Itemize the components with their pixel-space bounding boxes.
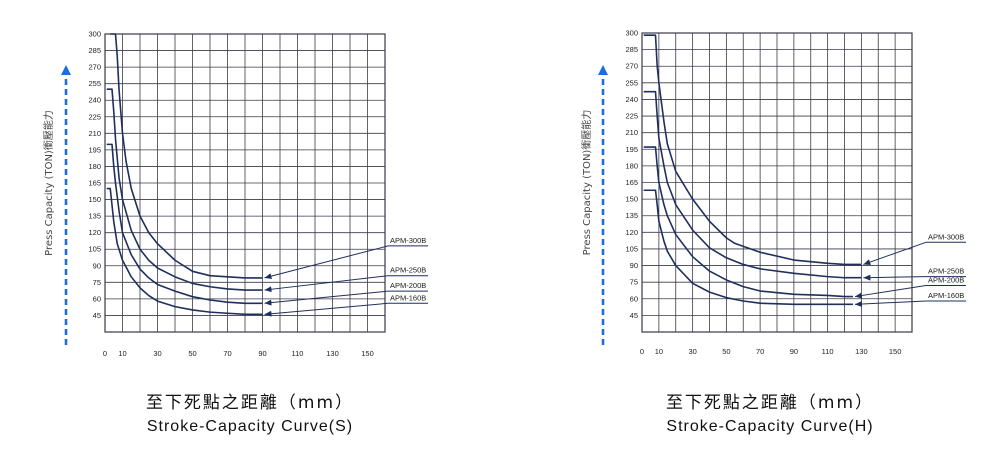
- y-tick-label: 285: [625, 45, 638, 54]
- y-tick-label: 240: [88, 96, 101, 105]
- series-line: [106, 88, 263, 291]
- chart-subtitle-h: 至下死點之距離（mm）: [665, 393, 875, 413]
- chart-panel-h: 300 285 270 255 240 225 210 195 180 165 150 135 120 1…: [540, 0, 1000, 465]
- y-tick-label: 60: [630, 294, 638, 303]
- y-tick-label: 90: [630, 261, 638, 270]
- x-tick-label: 130: [855, 347, 868, 356]
- y-tick-label: 255: [625, 78, 638, 87]
- x-tick-label: 150: [889, 347, 902, 356]
- y-tick-label: 75: [630, 278, 638, 287]
- series-leader-arrow: [854, 300, 927, 307]
- y-tick-label: 300: [625, 29, 638, 38]
- y-tick-label: 180: [625, 161, 638, 170]
- series-label: APM-250B: [928, 267, 964, 276]
- series-label: APM-200B: [928, 275, 964, 284]
- series-leader-arrow: [264, 245, 389, 280]
- y-tick-label: 270: [625, 62, 638, 71]
- chart-panel-s: 300 285 270 255 240 225 210 195 180 165 150 135 120 1…: [42, 30, 428, 435]
- x-tick-label: 70: [756, 347, 764, 356]
- x-tick-label: 110: [292, 349, 304, 358]
- y-tick-label: 150: [88, 195, 101, 204]
- y-tick-label: 195: [625, 145, 638, 154]
- series-label: APM-300B: [928, 232, 964, 241]
- x-tick-label: 90: [258, 349, 266, 358]
- y-tick-label: 180: [88, 162, 101, 171]
- y-tick-label: 135: [625, 211, 638, 220]
- chart-subtitle-s: 至下死點之距離（mm）: [145, 393, 355, 413]
- y-tick-label: 300: [88, 30, 101, 39]
- series-leader-arrow: [854, 284, 927, 299]
- y-tick-label: 45: [93, 311, 101, 320]
- series-label: APM-160B: [390, 293, 426, 302]
- chart-svg-h: 3002852702552402252101951801651501351201…: [580, 29, 966, 356]
- x-tick-label: 0: [103, 349, 107, 358]
- y-tick-label: 120: [625, 228, 638, 237]
- y-tick-label: 150: [625, 195, 638, 204]
- x-tick-label: 50: [188, 349, 196, 358]
- x-tick-label: 70: [223, 349, 231, 358]
- series-line: [106, 187, 263, 316]
- series-line: [643, 90, 862, 279]
- y-tick-label: 225: [625, 112, 638, 121]
- y-tick-label: 105: [88, 245, 101, 254]
- y-tick-label: 210: [625, 128, 638, 137]
- x-tick-label: 0: [640, 347, 644, 356]
- series-line: [110, 33, 263, 279]
- y-tick-label: 45: [630, 311, 638, 320]
- series-leader-arrow: [863, 241, 927, 265]
- y-tick-label: 165: [625, 178, 638, 187]
- y-tick-label: 225: [88, 112, 101, 121]
- series-label: APM-300B: [390, 236, 426, 245]
- y-tick-label: 255: [88, 79, 101, 88]
- series-label: APM-200B: [390, 281, 426, 290]
- series-leader-arrow: [264, 275, 389, 293]
- x-tick-label: 10: [118, 349, 126, 358]
- series-label: APM-250B: [390, 266, 426, 275]
- series-line: [643, 189, 853, 306]
- x-tick-label: 50: [722, 347, 730, 356]
- y-axis-label: Press Capacity (TON)衝壓能力: [580, 110, 593, 256]
- y-tick-label: 165: [88, 179, 101, 188]
- series-leader-arrow: [264, 290, 389, 306]
- y-tick-label: 120: [88, 228, 101, 237]
- chart-title-s: Stroke-Capacity Curve(S): [146, 418, 354, 435]
- x-tick-label: 30: [688, 347, 696, 356]
- y-tick-label: 240: [625, 95, 638, 104]
- plot-frame: [104, 33, 386, 333]
- y-tick-label: 285: [88, 46, 101, 55]
- y-axis-label: Press Capacity (TON)衝壓能力: [42, 110, 55, 256]
- x-tick-label: 150: [361, 349, 374, 358]
- y-tick-label: 90: [93, 261, 101, 270]
- x-tick-label: 110: [822, 347, 834, 356]
- chart-title-h: Stroke-Capacity Curve(H): [666, 418, 874, 435]
- y-tick-label: 105: [625, 244, 638, 253]
- x-tick-label: 10: [655, 347, 663, 356]
- y-tick-label: 270: [88, 63, 101, 72]
- x-tick-label: 130: [326, 349, 339, 358]
- y-tick-label: 210: [88, 129, 101, 138]
- series-label: APM-160B: [928, 291, 964, 300]
- x-tick-label: 90: [790, 347, 798, 356]
- chart-svg-s: 3002852702552402252101951801651501351201…: [42, 30, 428, 358]
- y-tick-label: 135: [88, 212, 101, 221]
- y-tick-label: 195: [88, 145, 101, 154]
- x-tick-label: 30: [153, 349, 161, 358]
- series-line: [106, 143, 263, 305]
- series-leader-arrow: [863, 274, 927, 281]
- series-line: [643, 146, 853, 298]
- y-tick-label: 75: [93, 278, 101, 287]
- y-tick-label: 60: [93, 294, 101, 303]
- series-line: [643, 34, 862, 266]
- plot-frame: [641, 32, 913, 333]
- series-leader-arrow: [264, 302, 389, 317]
